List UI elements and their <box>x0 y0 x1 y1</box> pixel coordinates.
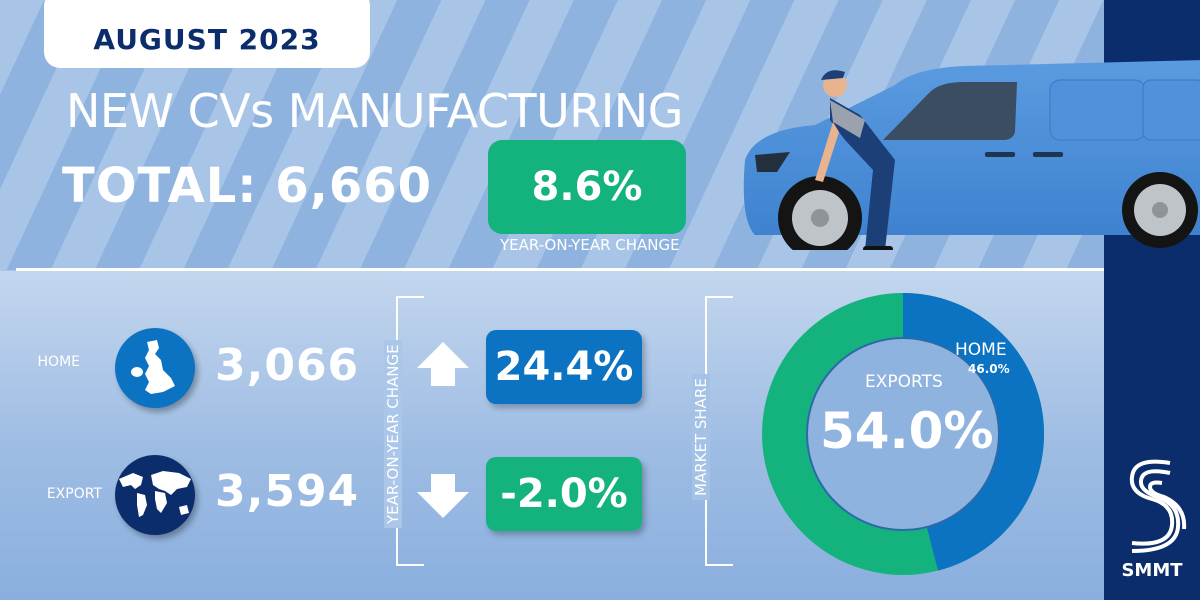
page-title: NEW CVs MANUFACTURING <box>66 84 683 138</box>
export-label: EXPORT <box>46 486 102 502</box>
market-share-donut-chart <box>762 293 1044 575</box>
home-share-value: 46.0% <box>968 362 1010 376</box>
arrow-down-icon <box>417 474 469 518</box>
arrow-up-icon <box>417 342 469 386</box>
date-text: AUGUST 2023 <box>93 23 321 56</box>
yoy-change-badge: 8.6% <box>488 140 686 234</box>
market-share-axis-label: MARKET SHARE <box>692 374 710 500</box>
date-badge: AUGUST 2023 <box>44 0 370 68</box>
home-yoy-badge: 24.4% <box>486 330 642 404</box>
world-map-icon <box>115 455 195 535</box>
export-yoy-value: -2.0% <box>500 471 628 517</box>
exports-share-value: 54.0% <box>820 402 994 460</box>
van-illustration-icon <box>743 60 1200 250</box>
yoy-axis-label: YEAR-ON-YEAR CHANGE <box>384 340 402 528</box>
brand-name: SMMT <box>1121 560 1183 581</box>
export-value: 3,594 <box>215 466 360 517</box>
section-divider <box>16 268 1104 271</box>
uk-map-icon <box>115 328 195 408</box>
home-yoy-value: 24.4% <box>494 344 634 390</box>
yoy-change-value: 8.6% <box>531 164 643 210</box>
home-share-label: HOME <box>955 340 1007 360</box>
export-yoy-badge: -2.0% <box>486 457 642 531</box>
yoy-caption: YEAR-ON-YEAR CHANGE <box>500 236 680 254</box>
smmt-logo-icon <box>1129 459 1187 553</box>
home-label: HOME <box>37 354 80 370</box>
home-value: 3,066 <box>215 340 360 391</box>
total-value: TOTAL: 6,660 <box>62 158 433 214</box>
exports-share-label: EXPORTS <box>865 372 943 392</box>
